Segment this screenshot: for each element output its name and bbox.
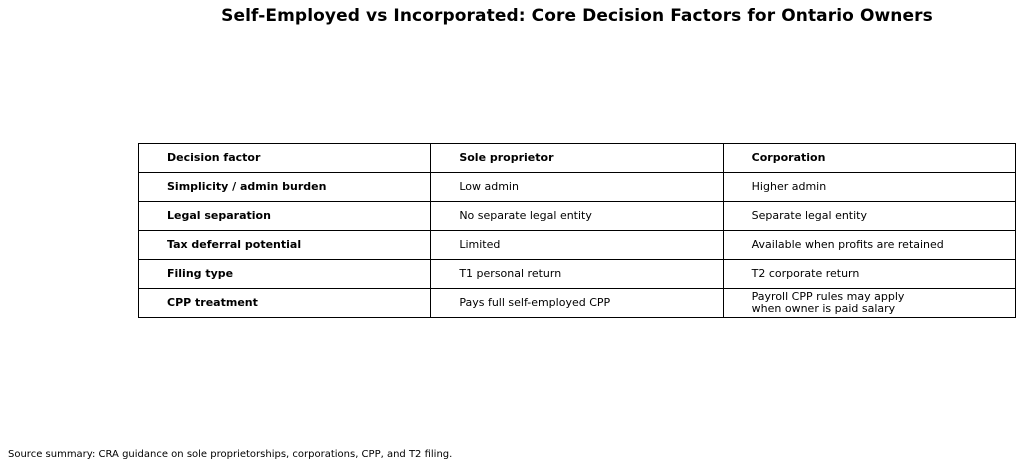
sole-proprietor-cell: No separate legal entity [430,201,724,231]
table-row-tax-deferral: Tax deferral potential Limited Available… [137,230,1017,260]
table-row-filing-type: Filing type T1 personal return T2 corpor… [137,259,1017,289]
factor-cell: Legal separation [137,201,432,231]
factor-cell: Filing type [137,259,432,289]
sole-proprietor-cell: T1 personal return [430,259,724,289]
header-row: Decision factor Sole proprietor Corporat… [137,143,1017,173]
comparison-table: Decision factor Sole proprietor Corporat… [137,143,1017,318]
sole-proprietor-cell: Pays full self-employed CPP [430,288,724,318]
sole-proprietor-cell: Limited [430,230,724,260]
column-header-decision-factor: Decision factor [137,143,432,173]
sole-proprietor-cell: Low admin [430,172,724,202]
corporation-cell: Available when profits are retained [722,230,1017,260]
source-note: Source summary: CRA guidance on sole pro… [8,449,453,460]
corporation-cell: Higher admin [722,172,1017,202]
column-header-corporation: Corporation [722,143,1017,173]
column-header-sole-proprietor: Sole proprietor [430,143,724,173]
factor-cell: Simplicity / admin burden [137,172,432,202]
table-row-cpp-treatment: CPP treatment Pays full self-employed CP… [137,288,1017,318]
table-row-simplicity: Simplicity / admin burden Low admin High… [137,172,1017,202]
table-body: Simplicity / admin burden Low admin High… [137,172,1017,318]
figure-title: Self-Employed vs Incorporated: Core Deci… [221,6,933,26]
factor-cell: Tax deferral potential [137,230,432,260]
corporation-cell: Separate legal entity [722,201,1017,231]
corporation-cell: Payroll CPP rules may apply when owner i… [722,288,1017,318]
corporation-cell: T2 corporate return [722,259,1017,289]
factor-cell: CPP treatment [137,288,432,318]
table-header: Decision factor Sole proprietor Corporat… [137,143,1017,173]
table-row-legal-separation: Legal separation No separate legal entit… [137,201,1017,231]
